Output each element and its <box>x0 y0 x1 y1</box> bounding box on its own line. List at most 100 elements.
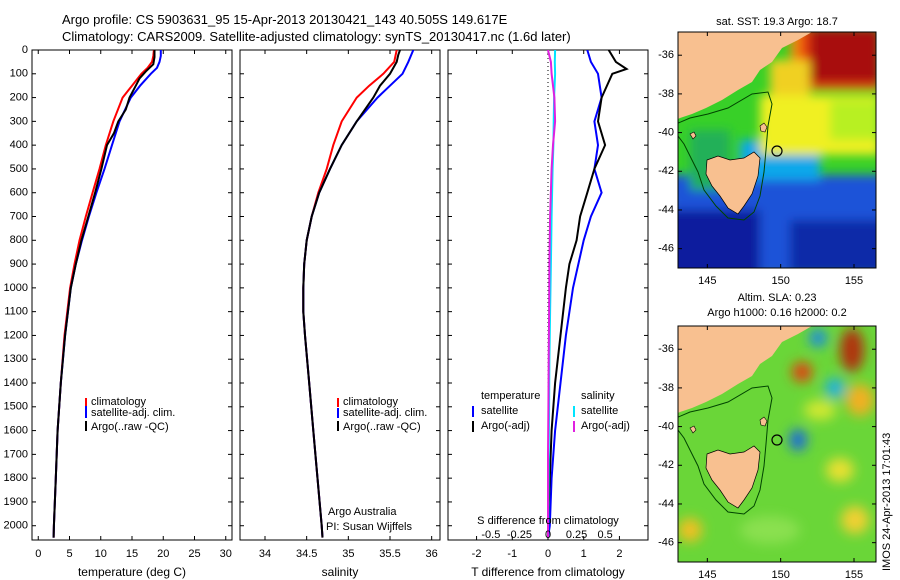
x-tick-label: 10 <box>95 548 107 560</box>
depth-tick-label: 1500 <box>4 401 28 413</box>
temperature-legend: climatology satellite-adj. clim. Argo(..… <box>85 396 175 433</box>
pi-annotation-line2: PI: Susan Wijffels <box>326 521 412 533</box>
sla-map-subtitle: Argo h1000: 0.16 h2000: 0.2 <box>707 307 846 319</box>
depth-tick-label: 1900 <box>4 496 28 508</box>
depth-tick-label: 1600 <box>4 424 28 436</box>
map-y-tick-label: -42 <box>658 459 674 471</box>
float-position-marker <box>771 434 783 446</box>
x-tick-label: -1 <box>507 548 517 560</box>
depth-tick-label: 100 <box>10 68 28 80</box>
map-y-tick-label: -46 <box>658 243 674 255</box>
difference-xtick-group: -2 -1 0 1 2 <box>472 50 622 560</box>
x-tick-label: 2 <box>616 548 622 560</box>
tasmania <box>705 445 761 509</box>
map-y-tick-label: -42 <box>658 165 674 177</box>
map-y-tick-label: -44 <box>658 498 674 510</box>
map-x-tick-label: 145 <box>698 275 716 287</box>
legend-argo: Argo(..raw -QC) <box>91 421 169 433</box>
sla-map-title: Altim. SLA: 0.23 <box>738 292 817 304</box>
series-line-argo-raw-qc- <box>302 50 401 538</box>
secondary-tick-label: 0.5 <box>597 529 612 541</box>
sla-map-frame <box>677 325 877 563</box>
depth-tick-label: 1400 <box>4 377 28 389</box>
x-tick-label: 25 <box>188 548 200 560</box>
depth-tick-label: 900 <box>10 258 28 270</box>
depth-tick-label: 1000 <box>4 282 28 294</box>
sst-map-frame <box>677 31 877 269</box>
series-line-t-satellite <box>547 50 603 538</box>
x-tick-label: 34 <box>259 548 271 560</box>
temperature-panel: 0100200300400500600700800900100011001200… <box>4 44 233 579</box>
legend-climatology: climatology <box>91 396 147 408</box>
depth-tick-label: 1200 <box>4 329 28 341</box>
x-tick-label: 35.5 <box>379 548 400 560</box>
sla-map-panel: Altim. SLA: 0.23 Argo h1000: 0.16 h2000:… <box>658 292 893 580</box>
depth-tick-label: 400 <box>10 139 28 151</box>
header-line1: Argo profile: CS 5903631_95 15-Apr-2013 … <box>62 12 508 27</box>
secondary-tick-label: -0.5 <box>481 529 500 541</box>
difference-legend: temperature satellite Argo(-adj) salinit… <box>472 390 630 432</box>
depth-tick-group: 0 100 200 300 400 500 600 700 800 900 1000 1100 1200… <box>4 44 232 532</box>
sst-field <box>678 32 876 268</box>
float-position-marker <box>771 145 783 157</box>
difference-panel: -2 -1 0 1 2 T difference from climatology S … <box>447 49 649 579</box>
pi-annotation-line1: Argo Australia <box>328 506 397 518</box>
depth-tick-label: 800 <box>10 234 28 246</box>
x-tick-label: 35 <box>342 548 354 560</box>
depth-tick-label: 0 <box>22 44 28 56</box>
x-tick-label: 34.5 <box>296 548 317 560</box>
salinity-legend: climatology satellite-adj. clim. Argo(..… <box>337 396 427 433</box>
secondary-tick-group: -0.5 -0.25 0 0.25 0.5 <box>481 529 612 541</box>
map-y-tick-label: -40 <box>658 126 674 138</box>
sla-field <box>678 328 874 544</box>
secondary-tick-label: -0.25 <box>507 529 532 541</box>
mainland <box>678 326 812 413</box>
flinders-island <box>759 122 768 133</box>
king-island <box>689 131 697 140</box>
map-y-tick-label: -44 <box>658 204 674 216</box>
x-tick-label: 36 <box>426 548 438 560</box>
salinity-panel: 34 34.5 35 35.5 36 salinity climatology sate… <box>239 49 441 579</box>
temperature-xlabel: temperature (deg C) <box>78 565 186 579</box>
depth-tick-label: 700 <box>10 210 28 222</box>
map-y-tick-label: -38 <box>658 88 674 100</box>
series-line-argo-raw-qc- <box>52 50 156 538</box>
depth-tick-label: 1300 <box>4 353 28 365</box>
secondary-tick-label: 0.25 <box>566 529 587 541</box>
difference-xlabel: T difference from climatology <box>471 565 625 579</box>
legend-t-argo: Argo(-adj) <box>481 420 530 432</box>
depth-tick-label: 2000 <box>4 520 28 532</box>
map-x-tick-label: 145 <box>698 569 716 580</box>
x-tick-label: 20 <box>157 548 169 560</box>
shelf-contour <box>678 385 773 515</box>
map-y-tick-label: -36 <box>658 343 674 355</box>
tasmania <box>705 151 761 215</box>
salinity-ytick-group <box>240 49 440 527</box>
legend-argo: Argo(..raw -QC) <box>343 421 421 433</box>
map-y-tick-label: -36 <box>658 49 674 61</box>
sst-map-title: sat. SST: 19.3 Argo: 18.7 <box>716 16 838 28</box>
legend-s-argo: Argo(-adj) <box>581 420 630 432</box>
imos-side-label: IMOS 24-Apr-2013 17:01:43 <box>881 433 893 571</box>
flinders-island <box>759 416 768 427</box>
king-island <box>689 425 697 434</box>
x-tick-label: 5 <box>66 548 72 560</box>
x-tick-label: 0 <box>545 548 551 560</box>
mainland <box>678 32 812 119</box>
salinity-axes-box <box>239 49 441 541</box>
temperature-xtick-group: 0 5 10 15 20 25 30 <box>35 50 232 560</box>
depth-tick-label: 1700 <box>4 448 28 460</box>
depth-tick-label: 500 <box>10 163 28 175</box>
difference-secondary-xlabel: S difference from climatology <box>477 515 619 527</box>
map-y-tick-label: -40 <box>658 420 674 432</box>
legend-satellite: satellite-adj. clim. <box>343 407 427 419</box>
secondary-tick-label: 0 <box>545 529 551 541</box>
series-line-s-argo-adj- <box>547 50 557 538</box>
map-y-tick-label: -46 <box>658 537 674 549</box>
map-x-tick-label: 150 <box>771 569 789 580</box>
legend-salinity-title: salinity <box>581 390 615 402</box>
depth-tick-label: 1800 <box>4 472 28 484</box>
legend-temperature-title: temperature <box>481 390 540 402</box>
depth-tick-label: 300 <box>10 115 28 127</box>
